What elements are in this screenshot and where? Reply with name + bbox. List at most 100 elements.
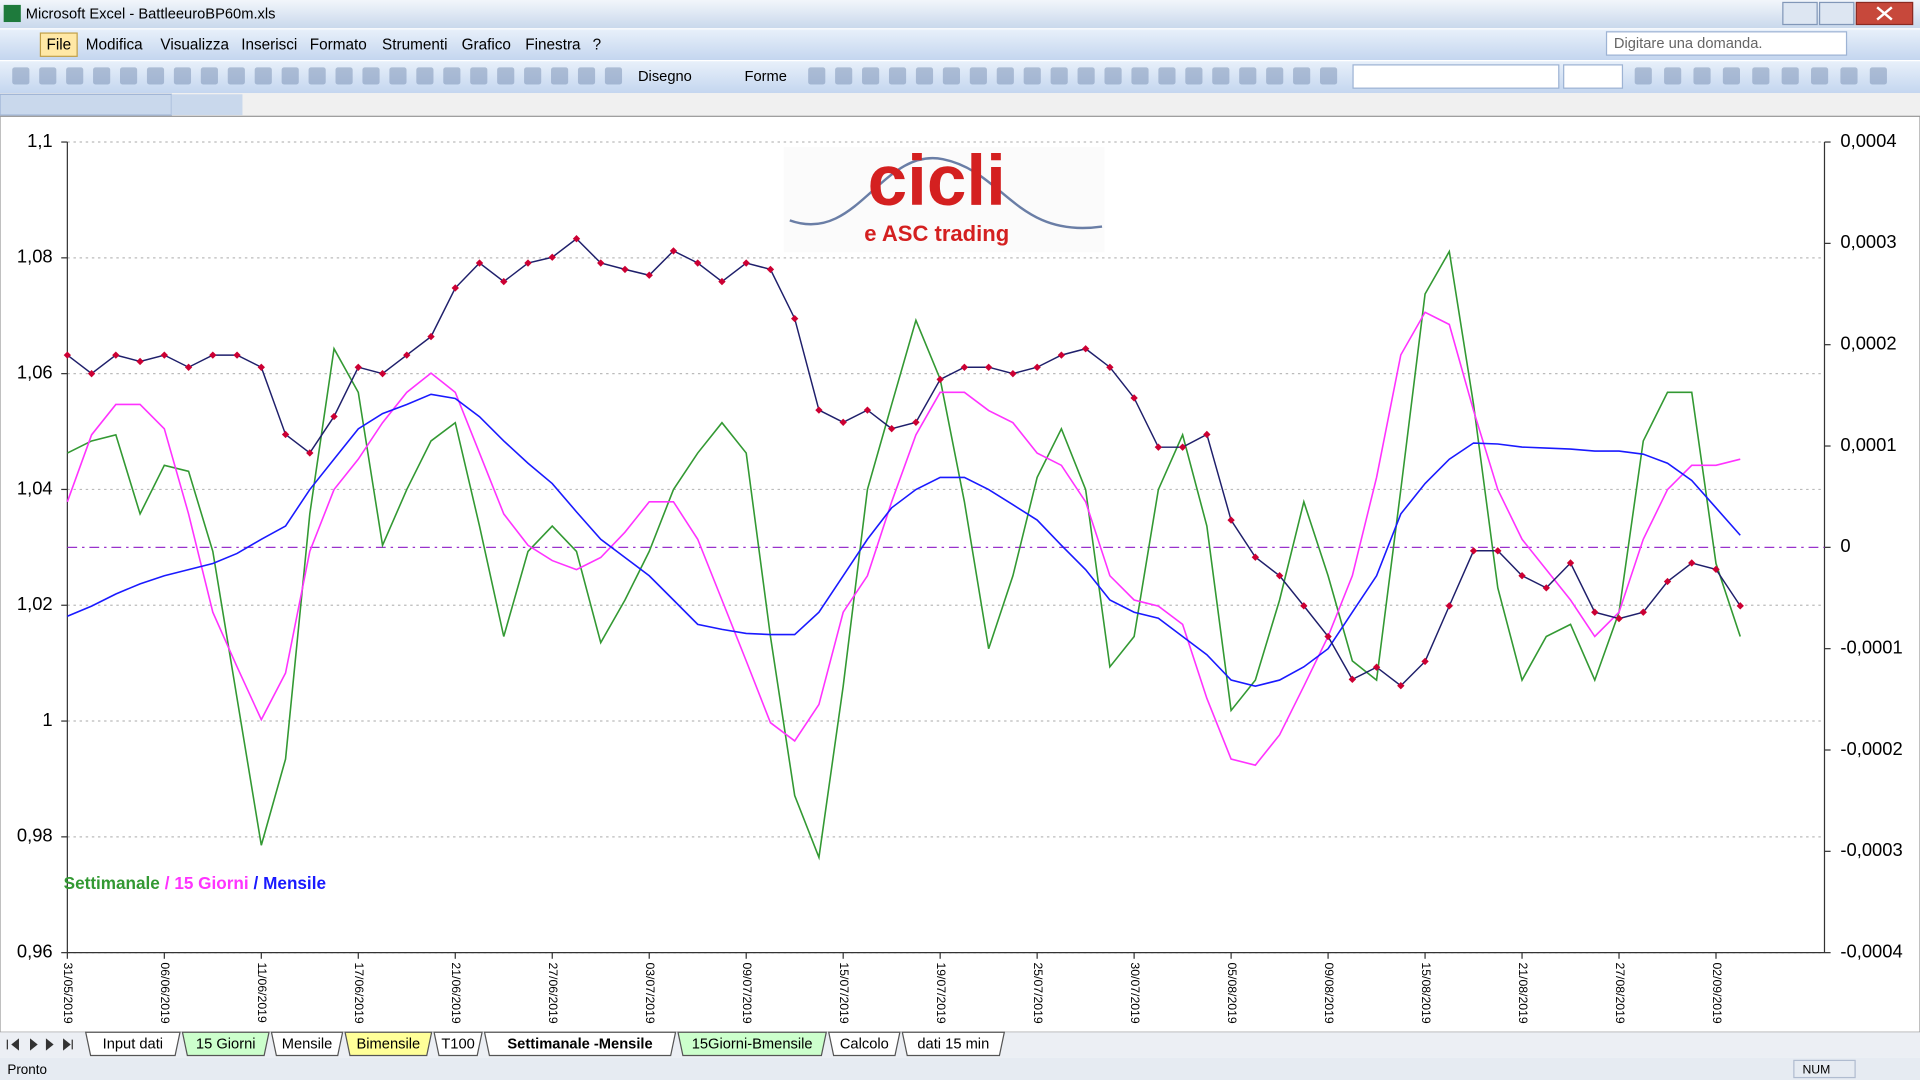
x-tick-label: 15/07/2019 xyxy=(837,962,851,1023)
data-point xyxy=(257,363,265,371)
toolbar-icon[interactable] xyxy=(1185,67,1203,85)
toolbar-icon[interactable] xyxy=(443,67,461,85)
menu-item[interactable]: Formato xyxy=(310,36,367,53)
toolbar-icon[interactable] xyxy=(604,67,623,85)
menu-item[interactable]: Finestra xyxy=(525,36,581,53)
logo-subtitle: e ASC trading xyxy=(864,221,1009,246)
y2-tick-label: -0,0001 xyxy=(1840,637,1902,658)
series-line xyxy=(67,393,1741,688)
drawing-menu[interactable]: Disegno xyxy=(638,69,692,85)
menu-item[interactable]: Visualizza xyxy=(160,36,229,53)
toolbar-icon[interactable] xyxy=(389,67,407,85)
name-box[interactable] xyxy=(0,93,173,116)
minimize-button[interactable] xyxy=(1782,1,1818,26)
toolbar-icon[interactable] xyxy=(335,67,353,85)
toolbar-icon[interactable] xyxy=(1811,67,1829,85)
toolbar-icon[interactable] xyxy=(1077,67,1095,85)
sheet-tab[interactable] xyxy=(483,1031,677,1057)
menu-item[interactable]: Inserisci xyxy=(241,36,297,53)
data-point xyxy=(984,363,993,371)
toolbar-icon[interactable] xyxy=(1781,67,1799,85)
toolbar-icon[interactable] xyxy=(12,67,30,85)
fx-button[interactable] xyxy=(171,94,243,116)
data-point xyxy=(912,418,920,426)
toolbar-icon[interactable] xyxy=(254,67,272,85)
toolbar-icon[interactable] xyxy=(1266,67,1284,85)
menu-item[interactable]: File xyxy=(47,36,72,53)
toolbar-icon[interactable] xyxy=(835,67,853,85)
shapes-menu[interactable]: Forme xyxy=(744,69,786,85)
menu-item[interactable]: Strumenti xyxy=(382,36,447,53)
toolbar-icon[interactable] xyxy=(497,67,515,85)
toolbar-icon[interactable] xyxy=(362,67,380,85)
toolbar-icon[interactable] xyxy=(1869,67,1887,85)
legend-separator: / xyxy=(254,873,259,893)
help-box[interactable] xyxy=(1605,31,1848,56)
toolbar-icon[interactable] xyxy=(888,67,907,85)
toolbar-icon[interactable] xyxy=(1664,67,1682,85)
toolbar-icon[interactable] xyxy=(1131,67,1149,85)
toolbar-icon[interactable] xyxy=(862,67,880,85)
x-tick-label: 27/06/2019 xyxy=(546,962,560,1023)
toolbar-icon[interactable] xyxy=(470,67,488,85)
toolbar-icon[interactable] xyxy=(524,67,542,85)
chart-area xyxy=(0,115,1920,1033)
toolbar-icon[interactable] xyxy=(942,67,960,85)
menu-item[interactable]: ? xyxy=(593,36,602,53)
sheet-tab[interactable] xyxy=(344,1031,433,1057)
toolbar-icon[interactable] xyxy=(996,67,1014,85)
menu-item[interactable]: Modifica xyxy=(86,36,143,53)
toolbar-icon[interactable] xyxy=(200,67,218,85)
toolbar-icon[interactable] xyxy=(173,67,192,85)
sheet-tab[interactable] xyxy=(181,1031,270,1057)
toolbar-icon[interactable] xyxy=(1158,67,1176,85)
toolbar-icon[interactable] xyxy=(66,67,84,85)
toolbar-icon[interactable] xyxy=(1239,67,1257,85)
toolbar-icon[interactable] xyxy=(93,67,111,85)
logo-title: cicli xyxy=(868,142,1006,221)
toolbar-icon[interactable] xyxy=(1840,67,1858,85)
sheet-tab[interactable] xyxy=(270,1031,344,1057)
sheet-tab[interactable] xyxy=(827,1031,901,1057)
series-line xyxy=(66,311,1741,767)
tab-nav-arrows[interactable] xyxy=(6,1038,73,1051)
toolbar-icon[interactable] xyxy=(551,67,569,85)
toolbar-icon[interactable] xyxy=(969,67,987,85)
data-point xyxy=(524,259,532,267)
toolbar-icon[interactable] xyxy=(1634,67,1652,85)
toolbar-icon[interactable] xyxy=(120,67,138,85)
sheet-tab-label: Bimensile xyxy=(357,1036,421,1052)
sheet-tab[interactable] xyxy=(901,1031,1006,1057)
toolbar-icon[interactable] xyxy=(146,67,165,85)
toolbar-icon[interactable] xyxy=(577,67,596,85)
toolbar-icon[interactable] xyxy=(1752,67,1770,85)
x-tick-label: 25/07/2019 xyxy=(1031,962,1045,1023)
toolbar-icon[interactable] xyxy=(1104,67,1122,85)
toolbar-icon[interactable] xyxy=(1050,67,1068,85)
size-box[interactable] xyxy=(1563,64,1624,89)
maximize-button[interactable] xyxy=(1818,1,1855,26)
toolbar-icon[interactable] xyxy=(1023,67,1041,85)
sheet-tab-label: Settimanale -Mensile xyxy=(507,1036,652,1052)
toolbar-icon[interactable] xyxy=(416,67,434,85)
sheet-tab[interactable] xyxy=(433,1031,483,1057)
toolbar-icon[interactable] xyxy=(808,67,826,85)
toolbar-icon[interactable] xyxy=(915,67,934,85)
menu-item[interactable]: Grafico xyxy=(462,36,511,53)
toolbar-icon[interactable] xyxy=(308,67,326,85)
title-bar xyxy=(0,0,1920,29)
data-point xyxy=(403,351,411,359)
x-tick-label: 06/06/2019 xyxy=(158,962,172,1023)
sheet-tab[interactable] xyxy=(677,1031,828,1057)
toolbar-icon[interactable] xyxy=(1320,67,1338,85)
toolbar-icon[interactable] xyxy=(1212,67,1230,85)
toolbar-icon[interactable] xyxy=(39,67,57,85)
font-box[interactable] xyxy=(1352,64,1560,89)
toolbar-icon[interactable] xyxy=(1293,67,1311,85)
toolbar-icon[interactable] xyxy=(1722,67,1740,85)
toolbar-icon[interactable] xyxy=(227,67,245,85)
toolbar-icon[interactable] xyxy=(281,67,299,85)
sheet-tab[interactable] xyxy=(84,1031,181,1057)
app-icon xyxy=(3,4,21,23)
toolbar-icon[interactable] xyxy=(1693,67,1711,85)
